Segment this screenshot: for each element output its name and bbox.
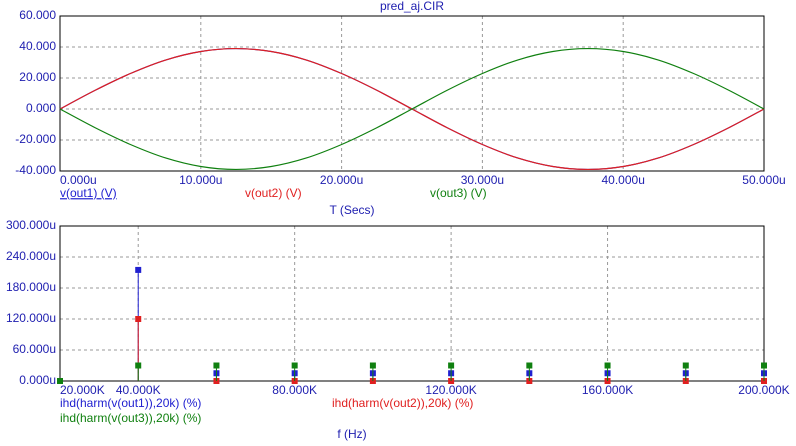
x-tick-label: 40.000K: [116, 383, 161, 397]
plot-frame: [59, 15, 765, 172]
y-tick-label: 300.000u: [6, 218, 56, 232]
marker: [213, 362, 220, 369]
legend-entry: ihd(harm(v(out1)),20k) (%): [60, 396, 201, 410]
marker: [57, 378, 63, 384]
x-tick-label: 50.000u: [742, 173, 785, 187]
marker: [135, 266, 142, 273]
x-tick-label: 200.000K: [738, 383, 789, 397]
y-tick-label: -20.000: [15, 132, 56, 146]
marker: [369, 362, 376, 369]
x-tick-label: 20.000K: [60, 383, 105, 397]
x-tick-label: 80.000K: [272, 383, 317, 397]
marker: [604, 362, 611, 369]
marker: [761, 362, 767, 369]
marker: [682, 362, 689, 369]
y-tick-label: 60.000: [19, 8, 56, 22]
legend-entry: v(out1) (V): [60, 186, 117, 200]
legend-entry: ihd(harm(v(out3)),20k) (%): [60, 411, 201, 425]
x-axis-label: f (Hz): [337, 427, 366, 441]
y-tick-label: 40.000: [19, 39, 56, 53]
y-tick-label: 20.000: [19, 70, 56, 84]
y-tick-label: 240.000u: [6, 249, 56, 263]
x-axis-label: T (Secs): [329, 203, 374, 217]
y-tick-label: -40.000: [15, 163, 56, 177]
legend-entry: v(out3) (V): [430, 186, 487, 200]
marker: [135, 362, 142, 369]
marker: [526, 362, 533, 369]
y-tick-label: 0.000u: [19, 373, 56, 387]
x-tick-label: 40.000u: [602, 173, 645, 187]
legend-entry: v(out2) (V): [245, 186, 302, 200]
x-tick-label: 10.000u: [179, 173, 222, 187]
marker: [291, 362, 298, 369]
y-tick-label: 60.000u: [13, 342, 56, 356]
plot-frame: [59, 225, 765, 382]
legend-entry: ihd(harm(v(out2)),20k) (%): [332, 396, 473, 410]
marker: [448, 362, 455, 369]
y-tick-label: 180.000u: [6, 280, 56, 294]
chart-title: pred_aj.CIR: [380, 0, 444, 13]
y-tick-label: 120.000u: [6, 311, 56, 325]
x-tick-label: 0.000u: [60, 173, 97, 187]
x-tick-label: 120.000K: [425, 383, 476, 397]
series-line: [59, 47, 765, 171]
x-tick-label: 20.000u: [320, 173, 363, 187]
x-tick-label: 30.000u: [461, 173, 504, 187]
y-tick-label: 0.000: [26, 101, 56, 115]
x-tick-label: 160.000K: [582, 383, 633, 397]
marker: [135, 316, 142, 322]
